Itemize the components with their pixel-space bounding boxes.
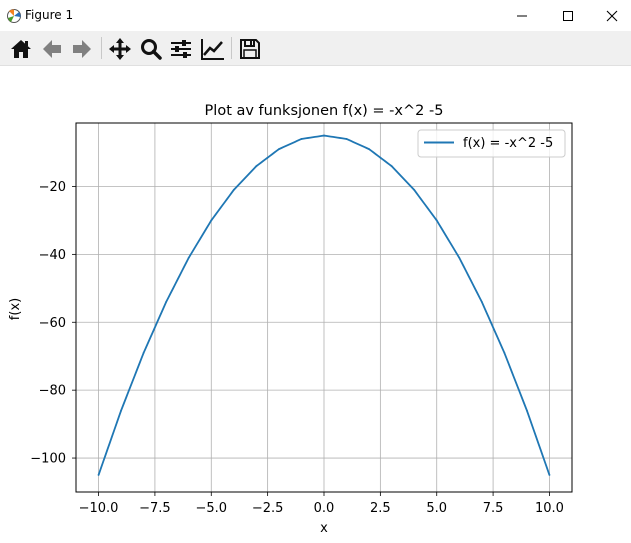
forward-arrow-icon xyxy=(73,40,91,58)
toolbar-separator xyxy=(101,37,102,59)
data-point xyxy=(548,474,551,476)
data-point xyxy=(300,138,303,140)
x-axis-ticks: −10.0 −7.5 −5.0 −2.5 0.0 2.5 5.0 7.5 10.0 xyxy=(79,492,564,516)
x-tick-label: −5.0 xyxy=(195,501,227,516)
x-tick-label: −10.0 xyxy=(79,501,119,516)
y-tick-label: −80 xyxy=(39,384,66,399)
data-point xyxy=(232,188,235,191)
figure-canvas[interactable]: −10.0 −7.5 −5.0 −2.5 0.0 2.5 5.0 7.5 10.0 −20 −40… xyxy=(0,66,631,539)
edit-axis-button[interactable] xyxy=(199,36,225,62)
y-axis-label: f(x) xyxy=(8,298,23,320)
gridlines xyxy=(76,123,572,492)
configure-subplots-icon xyxy=(171,40,191,58)
data-point xyxy=(368,148,370,151)
x-tick-label: −7.5 xyxy=(139,501,171,516)
y-tick-label: −20 xyxy=(39,180,66,195)
forward-button[interactable] xyxy=(69,36,95,62)
line-chart[interactable]: −10.0 −7.5 −5.0 −2.5 0.0 2.5 5.0 7.5 10.0 −20 −40… xyxy=(0,66,631,539)
series-group xyxy=(97,134,551,476)
zoom-button[interactable] xyxy=(138,36,164,62)
edit-axis-icon xyxy=(201,39,224,60)
data-point xyxy=(255,165,258,168)
navigation-toolbar xyxy=(0,31,631,66)
data-point xyxy=(187,256,190,259)
x-tick-label: −2.5 xyxy=(252,501,284,516)
data-point xyxy=(435,219,438,222)
window-title: Figure 1 xyxy=(25,8,74,22)
x-tick-label: 2.5 xyxy=(370,501,391,516)
home-icon xyxy=(11,40,31,58)
maximize-icon xyxy=(563,11,573,21)
toolbar-separator xyxy=(231,37,232,59)
data-point xyxy=(458,256,461,259)
legend-box xyxy=(417,129,566,158)
title-bar: Figure 1 xyxy=(0,0,631,31)
x-tick-label: 0.0 xyxy=(314,501,335,516)
data-point xyxy=(210,219,213,222)
configure-subplots-button[interactable] xyxy=(168,36,194,62)
data-point xyxy=(323,134,325,137)
matplotlib-app-icon xyxy=(7,9,21,23)
maximize-button[interactable] xyxy=(545,0,591,31)
data-point xyxy=(142,351,145,354)
legend: f(x) = -x^2 -5 xyxy=(417,129,566,158)
data-point xyxy=(120,409,122,412)
pan-button[interactable] xyxy=(107,36,133,62)
data-point xyxy=(97,474,100,476)
save-floppy-icon xyxy=(240,39,260,59)
back-arrow-icon xyxy=(43,40,61,58)
close-button[interactable] xyxy=(591,0,631,31)
minimize-icon xyxy=(517,15,527,17)
data-point xyxy=(480,300,483,303)
data-point xyxy=(526,409,528,412)
legend-label: f(x) = -x^2 -5 xyxy=(463,136,553,151)
data-point xyxy=(390,165,393,168)
data-point xyxy=(345,138,348,140)
axes-frame xyxy=(75,122,573,493)
chart-title: Plot av funksjonen f(x) = -x^2 -5 xyxy=(205,103,444,119)
y-tick-label: −40 xyxy=(39,248,66,263)
pan-move-icon xyxy=(109,38,131,60)
x-axis-label: x xyxy=(320,521,328,536)
y-tick-label: −100 xyxy=(30,452,66,467)
x-tick-label: 7.5 xyxy=(483,501,504,516)
data-point xyxy=(165,300,168,303)
save-button[interactable] xyxy=(237,36,263,62)
y-axis-ticks: −20 −40 −60 −80 −100 xyxy=(30,180,76,467)
y-tick-label: −60 xyxy=(39,316,66,331)
data-point xyxy=(413,188,416,191)
minimize-button[interactable] xyxy=(499,0,545,31)
data-point xyxy=(278,148,280,151)
close-icon xyxy=(606,10,618,22)
data-point xyxy=(503,351,506,354)
back-button[interactable] xyxy=(39,36,65,62)
home-button[interactable] xyxy=(8,36,34,62)
x-tick-label: 5.0 xyxy=(426,501,447,516)
x-tick-label: 10.0 xyxy=(535,501,564,516)
zoom-magnifier-icon xyxy=(141,39,162,60)
